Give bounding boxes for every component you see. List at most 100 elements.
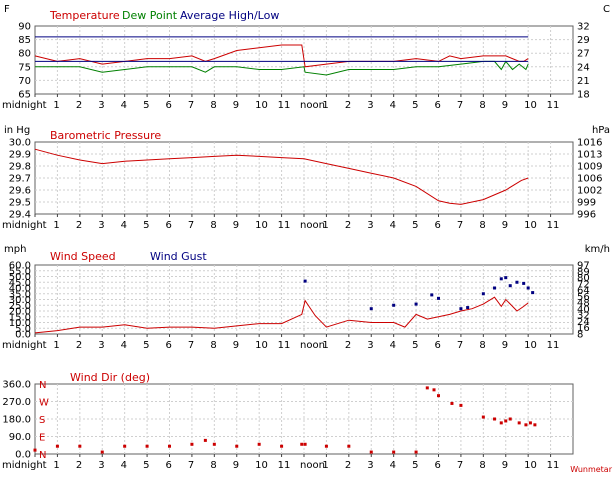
wind_dir-y-tick-label: 0.0 — [15, 450, 31, 461]
pressure-y2-tick-label: 1009 — [577, 162, 602, 173]
wind-y-tick-label: 0.0 — [15, 330, 31, 341]
wind-x-tick-label: 9 — [233, 340, 239, 351]
wind_dir-x-tick-label: 10 — [524, 460, 537, 471]
wind-x-tick-label: midnight — [2, 340, 47, 351]
wind-x-tick-label: 1 — [53, 340, 59, 351]
wind-y2-tick-label: 89 — [577, 267, 590, 278]
wind_dir-y-tick-label: 90.0 — [9, 432, 31, 443]
wind-y-tick-label: 20.0 — [9, 307, 31, 318]
wind-x-tick-label: noon — [300, 340, 325, 351]
wind_dir-compass-label: E — [39, 433, 45, 444]
wind-y2-tick-label: 48 — [577, 298, 590, 309]
wind-x-tick-label: 1 — [322, 340, 328, 351]
temperature-x-tick-label: 3 — [367, 100, 373, 111]
temperature-y2-tick-label: 29 — [577, 35, 590, 46]
wind-y-tick-label: 15.0 — [9, 312, 31, 323]
pressure-y-tick-label: 29.4 — [9, 210, 31, 221]
wind_dir-point — [190, 442, 194, 446]
wind_dir-legend-1: Wind Dir (deg) — [70, 371, 150, 384]
wind-point — [481, 292, 485, 296]
pressure-y-tick-label: 29.9 — [9, 150, 31, 161]
pressure-x-tick-label: 1 — [322, 220, 328, 231]
wind-y-tick-label: 50.0 — [9, 272, 31, 283]
wind_dir-point — [499, 421, 503, 425]
wind_dir-point — [168, 444, 171, 448]
wind-legend-1: Wind Speed — [50, 250, 116, 263]
temperature-x-tick-label: 6 — [435, 100, 441, 111]
temperature-x-tick-label: 3 — [98, 100, 104, 111]
temperature-x-tick-label: 9 — [502, 100, 508, 111]
pressure-y2-tick-label: 1013 — [577, 150, 602, 161]
pressure-x-tick-label: 10 — [255, 220, 268, 231]
temperature-x-tick-label: 2 — [345, 100, 351, 111]
wind-x-tick-label: 11 — [278, 340, 291, 351]
temperature-x-tick-label: 7 — [188, 100, 194, 111]
pressure-series-line-1 — [34, 148, 529, 205]
wind_dir-x-tick-label: 5 — [412, 460, 418, 471]
wind_dir-x-tick-label: 8 — [210, 460, 216, 471]
temperature-legend-1: Temperature — [49, 9, 120, 22]
wind-x-tick-label: 5 — [412, 340, 418, 351]
wind-right-unit: km/h — [585, 244, 610, 255]
wind_dir-point — [459, 403, 463, 407]
wind-x-tick-label: 6 — [166, 340, 172, 351]
wind_dir-x-tick-label: 6 — [435, 460, 441, 471]
temperature-series-line-2 — [35, 60, 529, 76]
wind_dir-x-tick-label: 7 — [457, 460, 463, 471]
wind-x-tick-label: 11 — [547, 340, 560, 351]
wind-point — [392, 303, 396, 307]
wind-series-line-1 — [34, 296, 529, 334]
temperature-x-tick-label: 10 — [524, 100, 537, 111]
wind_dir-point — [517, 421, 521, 425]
wind_dir-point — [100, 450, 104, 454]
temperature-x-tick-label: 7 — [457, 100, 463, 111]
pressure-x-tick-label: 9 — [233, 220, 239, 231]
wind-x-tick-label: 3 — [367, 340, 373, 351]
wind-y-tick-label: 45.0 — [9, 278, 31, 289]
wind-point — [499, 277, 503, 281]
pressure-x-tick-label: 10 — [524, 220, 537, 231]
wind-y-tick-label: 35.0 — [9, 289, 31, 300]
wind-y2-tick-label: 16 — [577, 323, 590, 334]
wind-point — [493, 286, 497, 290]
wind-y2-tick-label: 32 — [577, 311, 590, 322]
wind_dir-x-tick-label: 9 — [502, 460, 508, 471]
wind_dir-point — [280, 444, 284, 448]
pressure-x-tick-label: 7 — [457, 220, 463, 231]
temperature-series-line-1 — [34, 44, 529, 68]
temperature-x-tick-label: 5 — [143, 100, 149, 111]
pressure-x-tick-label: 4 — [121, 220, 127, 231]
temperature-y-tick-label: 75 — [18, 62, 31, 73]
wind-y-tick-label: 5.0 — [15, 324, 31, 335]
temperature-y2-tick-label: 21 — [577, 76, 590, 87]
wind_dir-x-tick-label: 2 — [345, 460, 351, 471]
wind-point — [303, 279, 307, 283]
wind_dir-x-tick-label: 3 — [367, 460, 373, 471]
wind_dir-x-tick-label: 3 — [98, 460, 104, 471]
wind-y-tick-label: 10.0 — [9, 318, 31, 329]
wind_dir-compass-label: N — [39, 380, 46, 391]
wind_dir-point — [504, 419, 508, 423]
pressure-x-tick-label: 7 — [188, 220, 194, 231]
wind-point — [504, 276, 508, 280]
wind-point — [437, 296, 440, 300]
pressure-left-unit: in Hg — [4, 125, 30, 136]
wind-y2-tick-label: 40 — [577, 304, 590, 315]
wind-point — [515, 280, 519, 284]
wind_dir-point — [392, 450, 396, 454]
wind_dir-point — [493, 417, 497, 421]
wind_dir-x-tick-label: 8 — [479, 460, 485, 471]
wind-point — [466, 306, 470, 310]
wind-point — [459, 307, 463, 311]
wind-y2-tick-label: 80 — [577, 273, 590, 284]
wind_dir-point — [481, 415, 485, 419]
wind-x-tick-label: 6 — [435, 340, 441, 351]
temperature-x-tick-label: 2 — [76, 100, 82, 111]
temperature-x-tick-label: midnight — [2, 100, 47, 111]
wind_dir-point — [347, 444, 351, 448]
wind_dir-compass-label: W — [39, 398, 49, 409]
pressure-x-tick-label: 2 — [76, 220, 82, 231]
pressure-x-tick-label: 11 — [278, 220, 291, 231]
wind_dir-point — [432, 388, 436, 392]
